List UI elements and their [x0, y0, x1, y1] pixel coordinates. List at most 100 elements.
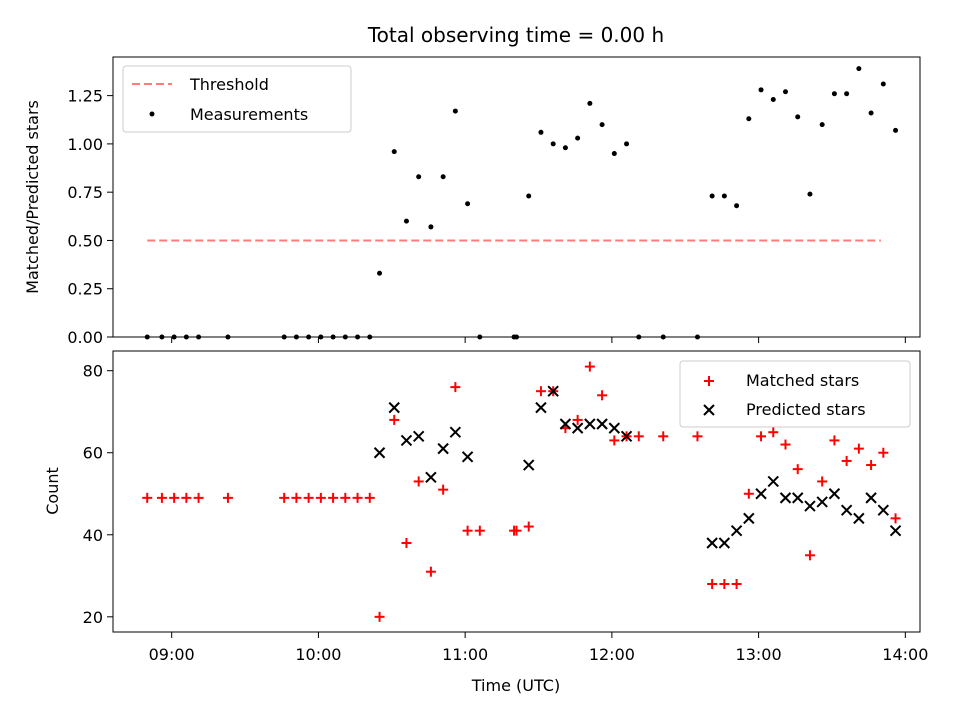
data-point — [890, 513, 901, 524]
data-point — [831, 91, 837, 97]
bottom-axes-frame — [112, 350, 921, 633]
data-point — [377, 270, 383, 276]
data-point — [866, 460, 877, 471]
data-point — [707, 579, 718, 590]
data-point — [878, 447, 889, 458]
y-tick-label: 0.25 — [67, 280, 103, 299]
data-point — [400, 434, 413, 447]
bottom-x-axis-label: Time (UTC) — [471, 676, 560, 695]
data-point — [374, 611, 385, 622]
data-point — [804, 550, 815, 561]
data-point — [780, 439, 791, 450]
data-point — [535, 386, 546, 397]
data-point — [756, 431, 767, 442]
data-point — [526, 193, 532, 199]
data-point — [169, 492, 180, 503]
data-point — [792, 492, 804, 504]
data-point — [768, 427, 779, 438]
data-point — [841, 455, 852, 466]
data-point — [587, 100, 593, 106]
data-point — [633, 431, 644, 442]
bottom-legend-box — [679, 360, 911, 428]
data-point — [437, 442, 449, 455]
data-point — [291, 492, 302, 503]
data-point — [783, 89, 788, 95]
data-point — [401, 537, 412, 548]
data-point — [462, 525, 473, 536]
data-point — [428, 224, 434, 230]
data-point — [373, 447, 386, 459]
data-point — [450, 382, 461, 393]
data-point — [156, 492, 167, 503]
y-tick-label: 80 — [83, 362, 103, 381]
data-point — [804, 500, 816, 512]
data-point — [279, 492, 290, 503]
data-point — [425, 566, 436, 577]
legend-threshold-label: Threshold — [189, 75, 269, 94]
data-point — [511, 525, 522, 536]
top-legend-box — [122, 65, 352, 133]
series-predicted-stars — [373, 385, 902, 549]
series-measurements — [144, 66, 899, 340]
data-point — [391, 149, 397, 155]
data-point — [538, 129, 544, 135]
data-point — [817, 476, 828, 487]
data-point — [575, 135, 581, 141]
data-point — [425, 471, 437, 484]
data-point — [816, 496, 828, 508]
data-point — [767, 475, 779, 488]
bottom-x-ticks: 09:00 10:00 11:00 12:00 13:00 14:00 — [149, 632, 928, 664]
top-chart-title: Total observing time = 0.00 h — [367, 23, 664, 47]
data-point — [403, 218, 409, 224]
data-point — [611, 151, 617, 157]
y-tick-label: 0.00 — [67, 328, 103, 347]
x-tick-label: 09:00 — [149, 645, 195, 664]
data-point — [584, 361, 595, 372]
data-point — [572, 414, 583, 425]
bottom-y-axis-label: Count — [43, 467, 62, 515]
x-tick-label: 12:00 — [589, 645, 635, 664]
data-point — [706, 537, 718, 549]
data-point — [413, 476, 424, 487]
data-point — [597, 390, 608, 401]
data-point — [792, 464, 803, 475]
data-point — [719, 579, 730, 590]
x-tick-label: 10:00 — [295, 645, 341, 664]
data-point — [523, 459, 535, 471]
data-point — [770, 96, 776, 102]
data-point — [889, 524, 902, 537]
data-point — [222, 492, 233, 503]
y-tick-label: 1.00 — [67, 135, 103, 154]
data-point — [853, 512, 865, 525]
data-point — [609, 435, 620, 446]
top-legend: Threshold Measurements — [122, 65, 352, 133]
y-tick-label: 40 — [83, 526, 103, 545]
data-point — [193, 492, 204, 503]
data-point — [840, 504, 853, 516]
data-point — [547, 385, 559, 397]
data-point — [856, 66, 862, 72]
bottom-legend: Matched stars Predicted stars — [679, 360, 911, 428]
data-point — [807, 191, 813, 197]
x-tick-label: 14:00 — [882, 645, 928, 664]
data-point — [388, 401, 400, 414]
data-point — [795, 114, 801, 120]
data-point — [465, 201, 471, 207]
top-plot-content — [144, 66, 899, 340]
data-point — [853, 443, 864, 454]
x-tick-label: 13:00 — [736, 645, 782, 664]
legend-measurements-swatch — [149, 111, 155, 117]
data-point — [440, 174, 446, 180]
data-point — [364, 492, 375, 503]
data-point — [730, 524, 743, 537]
data-point — [389, 414, 400, 425]
legend-matched-label: Matched stars — [746, 371, 859, 390]
top-y-ticks: 0.00 0.25 0.50 0.75 1.00 1.25 — [67, 87, 113, 347]
top-y-axis-label: Matched/Predicted stars — [23, 100, 42, 294]
x-tick-label: 11:00 — [442, 645, 488, 664]
data-point — [474, 525, 485, 536]
data-point — [608, 422, 621, 434]
data-point — [844, 91, 850, 97]
data-point — [779, 492, 792, 504]
